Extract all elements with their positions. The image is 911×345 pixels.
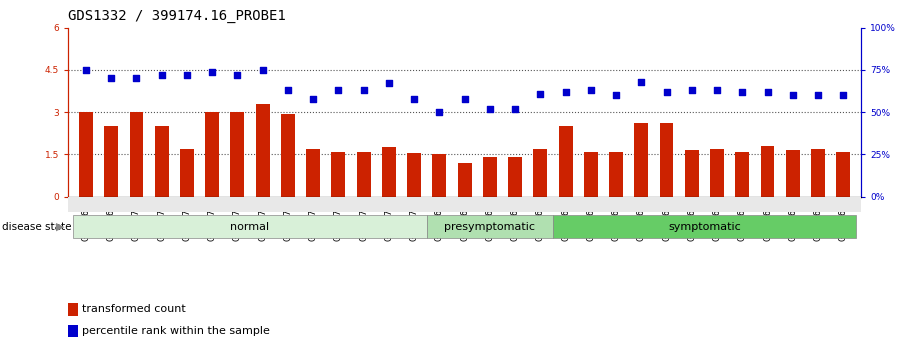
Text: transformed count: transformed count: [82, 304, 186, 314]
Bar: [180, 149, 194, 197]
Point: [179, 72, 194, 78]
Bar: [79, 112, 93, 197]
Point: [483, 106, 497, 111]
Point: [230, 72, 245, 78]
Bar: [382, 147, 395, 197]
Bar: [281, 114, 295, 197]
Bar: [609, 151, 623, 197]
Bar: [483, 157, 496, 197]
Bar: [553, 215, 855, 238]
Bar: [534, 149, 548, 197]
Text: disease state: disease state: [2, 222, 71, 232]
Point: [634, 79, 649, 85]
Text: GDS1332 / 399174.16_PROBE1: GDS1332 / 399174.16_PROBE1: [68, 9, 286, 23]
Point: [104, 76, 118, 81]
Text: normal: normal: [230, 222, 270, 232]
Point: [281, 87, 295, 93]
Point: [306, 96, 321, 101]
Bar: [104, 126, 118, 197]
Point: [836, 92, 851, 98]
Point: [558, 89, 573, 95]
Point: [155, 72, 169, 78]
Bar: [735, 151, 749, 197]
Point: [584, 87, 599, 93]
Bar: [426, 215, 553, 238]
Text: ▶: ▶: [56, 222, 65, 232]
Point: [533, 91, 548, 96]
Bar: [407, 153, 421, 197]
Text: percentile rank within the sample: percentile rank within the sample: [82, 326, 270, 336]
Bar: [786, 150, 800, 197]
Bar: [457, 163, 472, 197]
Bar: [68, 303, 77, 316]
Bar: [230, 112, 244, 197]
Bar: [710, 149, 724, 197]
Point: [735, 89, 750, 95]
Bar: [129, 112, 143, 197]
Point: [609, 92, 623, 98]
Point: [407, 96, 422, 101]
Text: presymptomatic: presymptomatic: [445, 222, 536, 232]
Bar: [74, 215, 426, 238]
Bar: [634, 124, 649, 197]
Point: [710, 87, 724, 93]
Point: [684, 87, 699, 93]
Bar: [508, 157, 522, 197]
Point: [507, 106, 522, 111]
Bar: [433, 155, 446, 197]
Point: [660, 89, 674, 95]
Point: [785, 92, 800, 98]
Bar: [584, 151, 598, 197]
Point: [331, 87, 345, 93]
Bar: [660, 124, 673, 197]
Point: [760, 89, 774, 95]
Point: [457, 96, 472, 101]
Point: [382, 81, 396, 86]
Point: [356, 87, 371, 93]
Bar: [357, 151, 371, 197]
Bar: [306, 149, 320, 197]
Bar: [761, 146, 774, 197]
Text: symptomatic: symptomatic: [668, 222, 741, 232]
Bar: [155, 126, 169, 197]
Point: [432, 109, 446, 115]
Bar: [836, 151, 850, 197]
Bar: [685, 150, 699, 197]
Bar: [256, 104, 270, 197]
Point: [255, 67, 270, 73]
Bar: [332, 151, 345, 197]
Bar: [68, 325, 77, 337]
Point: [129, 76, 144, 81]
Point: [205, 69, 220, 74]
Point: [811, 92, 825, 98]
Bar: [811, 149, 825, 197]
Bar: [558, 126, 572, 197]
Point: [78, 67, 93, 73]
Bar: [205, 112, 220, 197]
